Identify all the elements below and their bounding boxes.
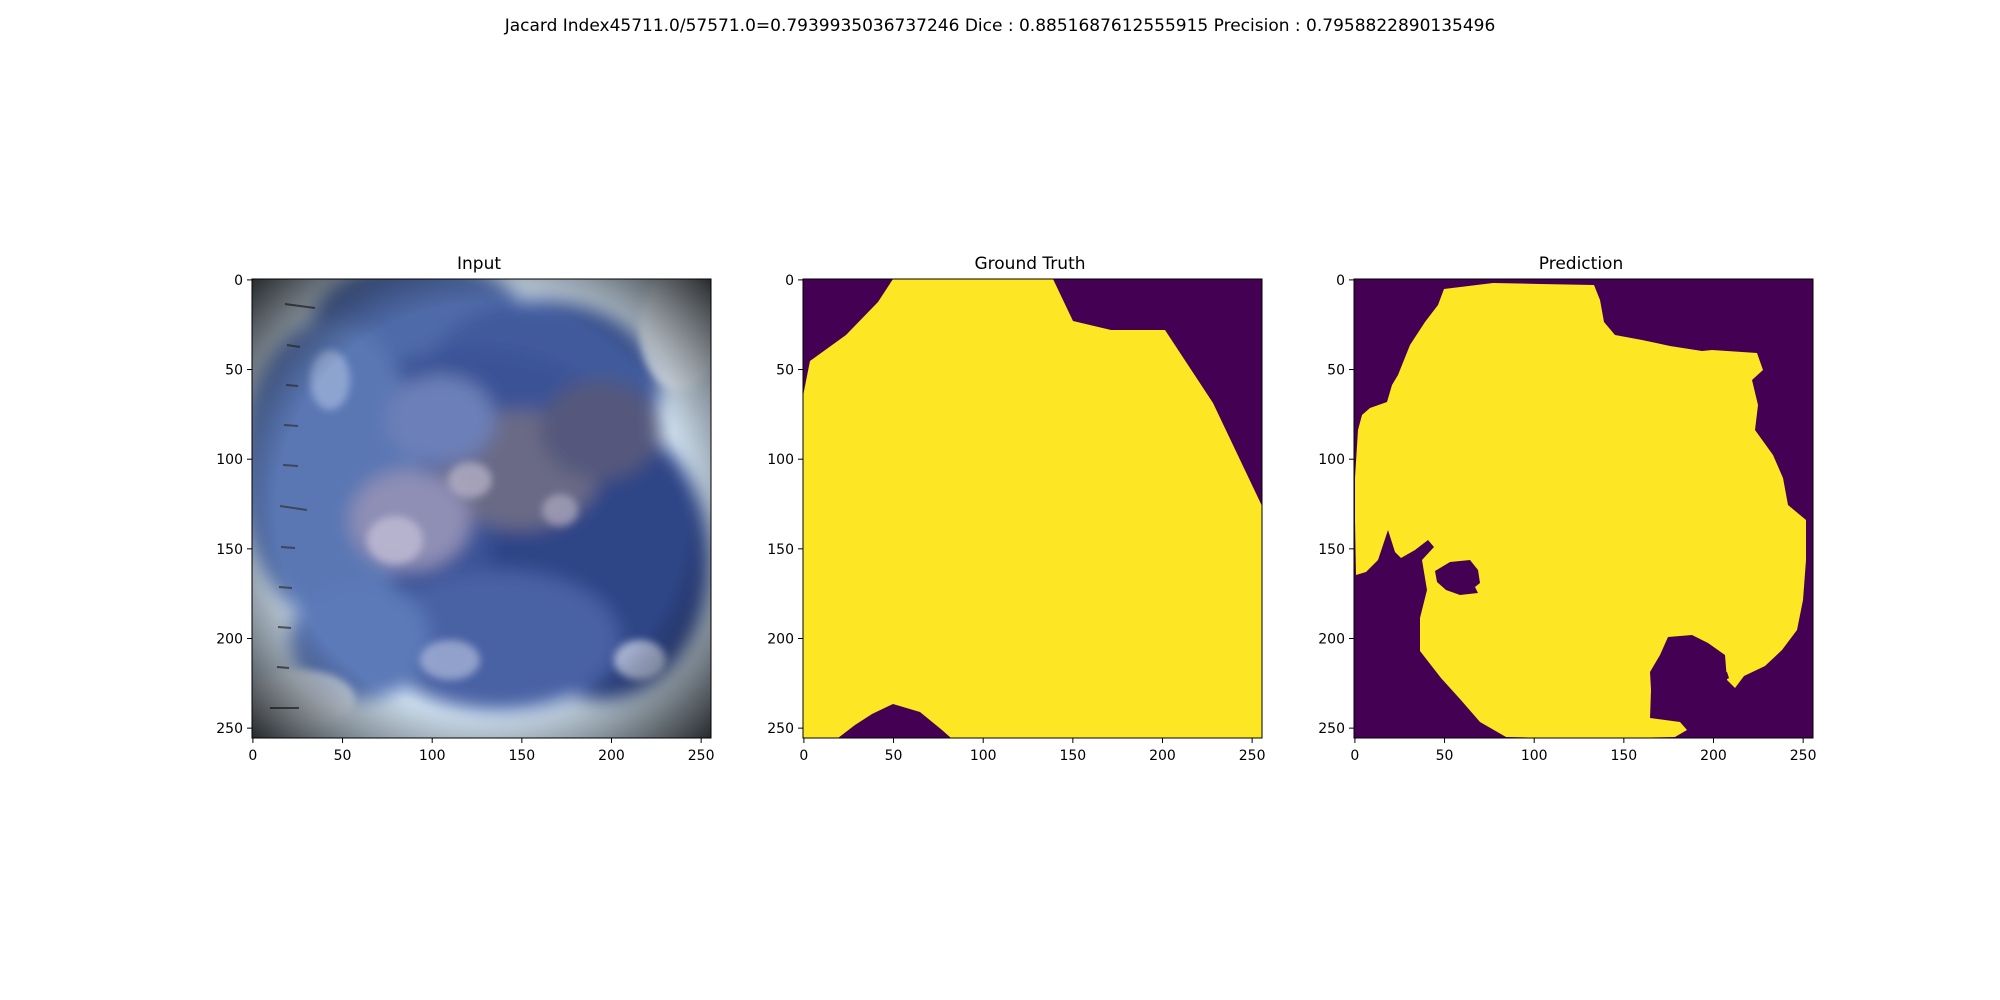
figure-title: Jacard Index45711.0/57571.0=0.7939935036…	[504, 16, 1496, 36]
ground-truth-panel-title: Ground Truth	[974, 254, 1086, 274]
ground-truth-x-tick-label: 0	[799, 748, 808, 764]
prediction-x-tick-label: 0	[1350, 748, 1359, 764]
ground-truth-x-tick-label: 150	[1059, 748, 1086, 764]
prediction-axes-frame	[1353, 278, 1814, 739]
prediction-x-tick-label: 250	[1790, 748, 1817, 764]
input-y-tick-label: 0	[234, 273, 243, 289]
input-y-tick-label: 50	[225, 363, 243, 379]
input-image	[252, 279, 711, 738]
input-x-tick-label: 200	[598, 748, 625, 764]
input-axes-frame	[251, 278, 712, 739]
input-x-tick-label: 50	[334, 748, 352, 764]
ground-truth-y-tick-label: 50	[776, 363, 794, 379]
ground-truth-y-tick-label: 0	[785, 273, 794, 289]
prediction-y-tick-label: 150	[1318, 542, 1345, 558]
prediction-x-tick-label: 200	[1700, 748, 1727, 764]
input-y-tick-label: 150	[216, 542, 243, 558]
ground-truth-axes-frame	[802, 278, 1263, 739]
ground-truth-x-tick-label: 100	[970, 748, 997, 764]
prediction-x-tick-label: 100	[1521, 748, 1548, 764]
prediction-mask	[1354, 279, 1813, 738]
prediction-y-tick-label: 250	[1318, 721, 1345, 737]
input-panel-title: Input	[456, 254, 502, 274]
input-x-tick-label: 250	[688, 748, 715, 764]
input-y-tick-label: 100	[216, 452, 243, 468]
prediction-y-tick-label: 100	[1318, 452, 1345, 468]
prediction-x-tick-label: 150	[1610, 748, 1637, 764]
prediction-y-tick-label: 50	[1327, 363, 1345, 379]
ground-truth-x-tick-label: 200	[1149, 748, 1176, 764]
input-x-tick-label: 0	[248, 748, 257, 764]
mask-foreground-region	[803, 279, 1262, 738]
input-y-tick-label: 200	[216, 631, 243, 647]
mask-background-hole	[1721, 672, 1729, 681]
prediction-y-tick-label: 200	[1318, 631, 1345, 647]
axis-ticks: 0 50 100 150 200 250 0 50 100 150 200 250 0 50 100 150 2…	[216, 273, 1816, 764]
input-x-tick-label: 100	[419, 748, 446, 764]
mask-foreground-region	[1355, 283, 1806, 738]
ground-truth-y-tick-label: 100	[767, 452, 794, 468]
ground-truth-y-tick-label: 150	[767, 542, 794, 558]
ground-truth-x-tick-label: 250	[1239, 748, 1266, 764]
ground-truth-y-tick-label: 200	[767, 631, 794, 647]
input-y-tick-label: 250	[216, 721, 243, 737]
prediction-y-tick-label: 0	[1336, 273, 1345, 289]
input-x-tick-label: 150	[508, 748, 535, 764]
ground-truth-mask	[803, 279, 1262, 738]
prediction-x-tick-label: 50	[1436, 748, 1454, 764]
mask-background-hole	[1435, 560, 1480, 595]
ground-truth-y-tick-label: 250	[767, 721, 794, 737]
ground-truth-x-tick-label: 50	[885, 748, 903, 764]
prediction-panel-title: Prediction	[1538, 254, 1624, 274]
